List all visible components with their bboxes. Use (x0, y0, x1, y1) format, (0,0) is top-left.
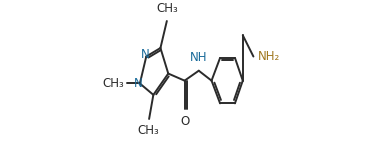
Text: CH₃: CH₃ (138, 124, 159, 137)
Text: O: O (180, 115, 189, 128)
Text: NH₂: NH₂ (258, 50, 280, 63)
Text: N: N (134, 77, 142, 90)
Text: N: N (141, 48, 150, 61)
Text: CH₃: CH₃ (157, 2, 179, 15)
Text: CH₃: CH₃ (103, 77, 125, 90)
Text: NH: NH (190, 51, 208, 64)
